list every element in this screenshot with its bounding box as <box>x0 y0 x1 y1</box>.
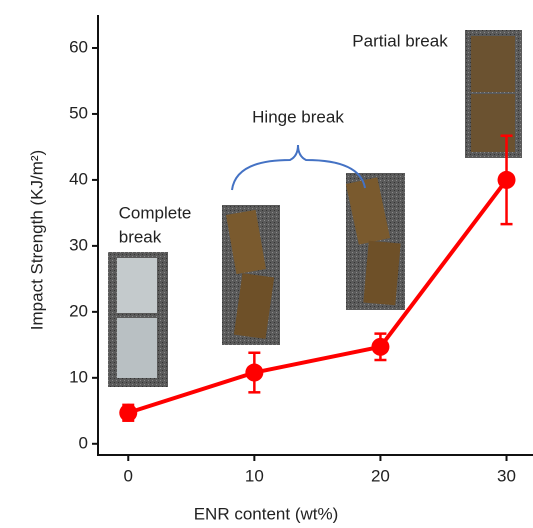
point <box>119 404 137 422</box>
y-tick-label: 0 <box>79 433 88 452</box>
annotation: Partial break <box>352 31 448 50</box>
x-tick-label: 20 <box>371 466 390 485</box>
page: {"chart_data": {"type": "line", "x_label… <box>0 0 533 528</box>
sample <box>117 318 157 378</box>
x-axis-label: ENR content (wt%) <box>194 504 339 523</box>
point <box>245 364 263 382</box>
sample <box>471 94 515 152</box>
brace <box>232 145 365 190</box>
y-axis-label: Impact Strength (KJ/m²) <box>27 150 46 330</box>
sample <box>363 241 400 306</box>
sample <box>471 36 515 92</box>
point <box>371 338 389 356</box>
point <box>498 171 516 189</box>
y-tick-label: 20 <box>69 301 88 320</box>
y-tick-label: 40 <box>69 169 88 188</box>
x-tick-label: 30 <box>497 466 516 485</box>
y-tick-label: 50 <box>69 103 88 122</box>
x-tick-label: 10 <box>245 466 264 485</box>
chart: ENR content (wt%) Impact Strength (KJ/m²… <box>0 0 533 528</box>
x-tick-label: 0 <box>124 466 133 485</box>
y-tick-label: 10 <box>69 367 88 386</box>
y-tick-label: 60 <box>69 37 88 56</box>
sample <box>117 258 157 313</box>
annotation: Complete <box>119 203 192 222</box>
y-tick-label: 30 <box>69 235 88 254</box>
annotation: Hinge break <box>252 107 344 126</box>
annotation: break <box>119 227 162 246</box>
